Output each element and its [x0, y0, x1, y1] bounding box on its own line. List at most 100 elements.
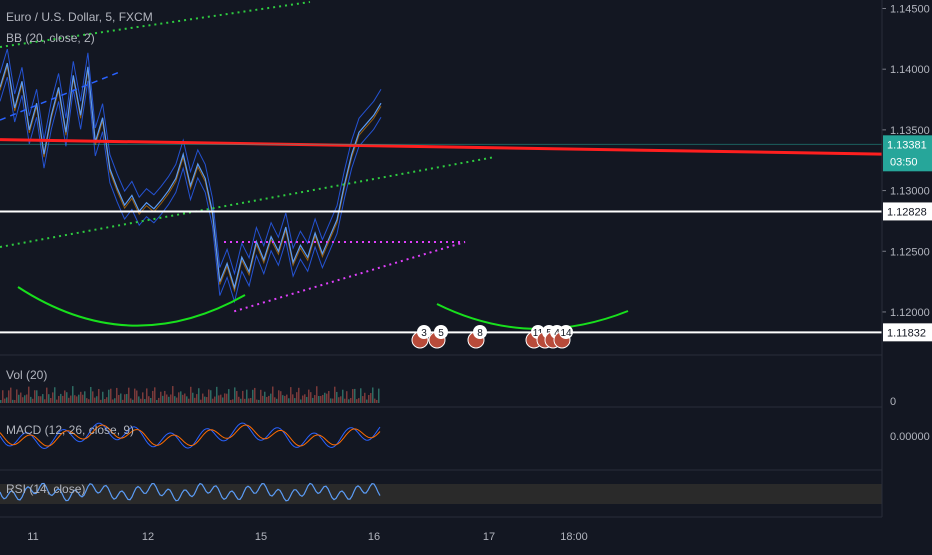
volume-pane	[0, 386, 380, 403]
volume-bar	[304, 394, 306, 403]
volume-bar	[54, 387, 56, 403]
volume-bar	[368, 395, 370, 403]
price-series-line	[0, 62, 382, 290]
volume-bar	[160, 391, 162, 403]
volume-bar	[168, 396, 170, 403]
volume-bar	[378, 388, 380, 403]
volume-bar	[208, 389, 210, 403]
volume-bar	[376, 399, 378, 403]
event-flag-bubble	[417, 325, 431, 339]
volume-bar	[98, 389, 100, 403]
volume-bar	[126, 393, 128, 403]
volume-bar	[32, 398, 34, 403]
volume-bar	[232, 399, 234, 403]
volume-bar	[106, 397, 108, 403]
volume-bar	[112, 399, 114, 403]
volume-bar	[198, 388, 200, 403]
volume-bar	[246, 389, 248, 403]
time-tick-label: 16	[368, 531, 380, 543]
volume-bar	[144, 399, 146, 403]
rounding-bottom-curve	[17, 286, 246, 327]
volume-bar	[200, 399, 202, 403]
volume-bar	[286, 394, 288, 403]
volume-bar	[46, 387, 48, 403]
volume-bar	[158, 397, 160, 403]
price-tick-label: 1.14000	[890, 64, 930, 76]
time-tick-label: 12	[142, 531, 154, 543]
macd-signal-line	[0, 424, 381, 447]
volume-bar	[234, 387, 236, 403]
volume-bar	[30, 396, 32, 403]
volume-bar	[306, 396, 308, 403]
volume-bar	[52, 392, 54, 403]
volume-bar	[372, 387, 374, 403]
volume-bar	[258, 399, 260, 403]
volume-bar	[14, 399, 16, 403]
volume-bar	[76, 396, 78, 403]
triangle-pattern	[224, 241, 466, 313]
volume-bar	[320, 395, 322, 403]
rsi-line	[0, 482, 381, 502]
volume-bar	[146, 388, 148, 403]
volume-bar	[100, 399, 102, 403]
volume-bar	[92, 391, 94, 403]
volume-bar	[172, 386, 174, 403]
price-axis: 1.12828 1.11832 1.13381 03:50 1.14500 1.14000…	[882, 3, 932, 443]
volume-bar	[2, 390, 4, 403]
event-flag-label: 5	[438, 328, 444, 339]
volume-bar	[148, 396, 150, 403]
volume-bar	[88, 399, 90, 403]
volume-bar	[214, 396, 216, 403]
volume-bar	[324, 392, 326, 403]
volume-bar	[74, 395, 76, 403]
volume-bar	[66, 392, 68, 403]
volume-bar	[142, 392, 144, 403]
volume-bar	[50, 397, 52, 403]
volume-bar	[72, 386, 74, 403]
volume-bar	[276, 398, 278, 403]
volume-bar	[352, 389, 354, 403]
volume-bar	[280, 391, 282, 403]
price-tick-label: 1.13000	[890, 186, 930, 198]
time-tick-label: 15	[255, 531, 267, 543]
price-tick-label: 1.12000	[890, 307, 930, 319]
volume-bar	[4, 398, 6, 403]
macd-label: MACD (12, 26, close, 9)	[6, 423, 135, 437]
volume-bar	[108, 389, 110, 403]
bollinger-basis	[0, 65, 382, 293]
volume-bar	[6, 397, 8, 403]
volume-bar	[122, 399, 124, 403]
volume-bar	[254, 387, 256, 403]
volume-bar	[270, 393, 272, 403]
volume-bar	[28, 386, 30, 403]
volume-bar	[266, 396, 268, 403]
event-flag-label: 11	[533, 328, 544, 339]
volume-bar	[312, 397, 314, 403]
volume-bar	[22, 397, 24, 403]
volume-bar	[150, 397, 152, 403]
volume-bar	[226, 393, 228, 403]
volume-bar	[118, 394, 120, 403]
symbol-title: Euro / U.S. Dollar, 5, FXCM	[6, 10, 153, 24]
main-price-pane: 358115414	[0, 1, 883, 349]
support-price-label: 1.12828	[887, 206, 927, 218]
volume-bar	[364, 392, 366, 403]
volume-bar	[240, 398, 242, 403]
volume-bar	[338, 397, 340, 403]
event-flag-label: 8	[477, 328, 483, 339]
volume-bar	[308, 389, 310, 403]
volume-bar	[244, 398, 246, 403]
volume-bar	[302, 395, 304, 403]
volume-bar	[104, 399, 106, 403]
bollinger-upper-band	[0, 48, 382, 276]
volume-bar	[70, 395, 72, 403]
volume-bar	[60, 393, 62, 403]
support-price-badge	[883, 323, 932, 342]
volume-bar	[256, 399, 258, 403]
volume-bar	[18, 394, 20, 403]
volume-bar	[262, 395, 264, 403]
volume-bar	[116, 387, 118, 403]
volume-bar	[242, 390, 244, 403]
volume-bar	[366, 399, 368, 403]
